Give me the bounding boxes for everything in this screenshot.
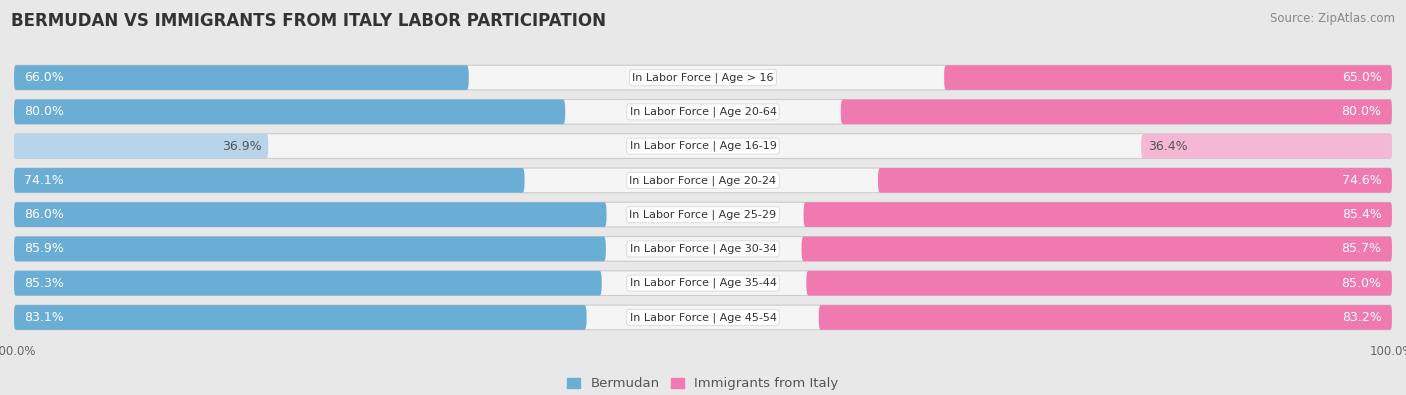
Text: In Labor Force | Age 45-54: In Labor Force | Age 45-54 [630,312,776,323]
FancyBboxPatch shape [14,134,1392,158]
Text: In Labor Force | Age 20-24: In Labor Force | Age 20-24 [630,175,776,186]
FancyBboxPatch shape [14,100,1392,124]
FancyBboxPatch shape [804,202,1392,227]
FancyBboxPatch shape [801,237,1392,261]
FancyBboxPatch shape [945,65,1392,90]
Text: 74.6%: 74.6% [1341,174,1382,187]
Legend: Bermudan, Immigrants from Italy: Bermudan, Immigrants from Italy [562,372,844,395]
Text: In Labor Force | Age 16-19: In Labor Force | Age 16-19 [630,141,776,151]
Text: 74.1%: 74.1% [24,174,65,187]
FancyBboxPatch shape [14,168,524,193]
FancyBboxPatch shape [14,271,602,295]
Text: In Labor Force | Age 35-44: In Labor Force | Age 35-44 [630,278,776,288]
Text: BERMUDAN VS IMMIGRANTS FROM ITALY LABOR PARTICIPATION: BERMUDAN VS IMMIGRANTS FROM ITALY LABOR … [11,12,606,30]
FancyBboxPatch shape [14,237,1392,261]
FancyBboxPatch shape [14,271,1392,295]
Text: 80.0%: 80.0% [1341,105,1382,118]
Text: Source: ZipAtlas.com: Source: ZipAtlas.com [1270,12,1395,25]
Text: 83.1%: 83.1% [24,311,65,324]
FancyBboxPatch shape [14,202,606,227]
Text: 86.0%: 86.0% [24,208,65,221]
FancyBboxPatch shape [14,305,1392,330]
Text: 83.2%: 83.2% [1341,311,1382,324]
Text: In Labor Force | Age 30-34: In Labor Force | Age 30-34 [630,244,776,254]
Text: 66.0%: 66.0% [24,71,65,84]
Text: In Labor Force | Age 25-29: In Labor Force | Age 25-29 [630,209,776,220]
Text: 85.4%: 85.4% [1341,208,1382,221]
Text: In Labor Force | Age > 16: In Labor Force | Age > 16 [633,72,773,83]
FancyBboxPatch shape [841,100,1392,124]
Text: 85.0%: 85.0% [1341,276,1382,290]
FancyBboxPatch shape [14,100,565,124]
Text: 85.3%: 85.3% [24,276,65,290]
Text: In Labor Force | Age 20-64: In Labor Force | Age 20-64 [630,107,776,117]
FancyBboxPatch shape [14,305,586,330]
Text: 36.9%: 36.9% [222,139,262,152]
FancyBboxPatch shape [877,168,1392,193]
Text: 65.0%: 65.0% [1341,71,1382,84]
FancyBboxPatch shape [14,202,1392,227]
FancyBboxPatch shape [818,305,1392,330]
FancyBboxPatch shape [14,65,468,90]
FancyBboxPatch shape [807,271,1392,295]
Text: 36.4%: 36.4% [1149,139,1188,152]
FancyBboxPatch shape [14,134,269,158]
FancyBboxPatch shape [1142,134,1392,158]
Text: 85.9%: 85.9% [24,243,65,256]
FancyBboxPatch shape [14,168,1392,193]
FancyBboxPatch shape [14,65,1392,90]
Text: 80.0%: 80.0% [24,105,65,118]
Text: 85.7%: 85.7% [1341,243,1382,256]
FancyBboxPatch shape [14,237,606,261]
